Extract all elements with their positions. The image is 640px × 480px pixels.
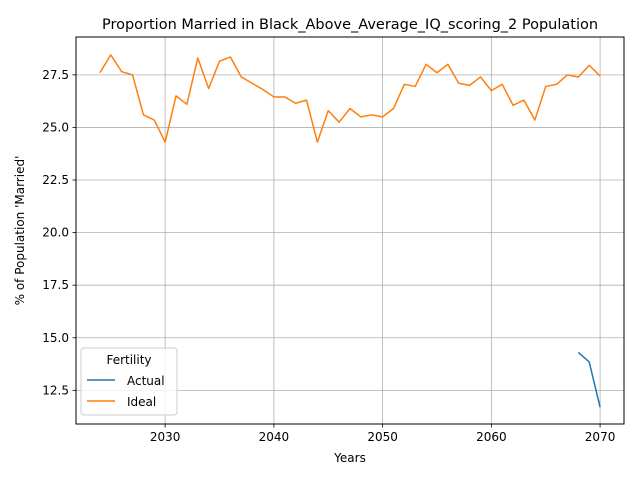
series-line-ideal: [99, 54, 601, 143]
legend-box: [80, 347, 178, 416]
y-axis-label: % of Population 'Married': [13, 156, 27, 306]
y-tick-label: 22.5: [42, 173, 69, 187]
x-tick-label: 2040: [259, 430, 290, 444]
y-tick-label: 27.5: [42, 68, 69, 82]
legend: Fertility Actual Ideal: [80, 347, 178, 416]
y-axis: 12.5 15.0 17.5 20.0 22.5 25.0 27.5: [42, 68, 76, 397]
y-tick-label: 17.5: [42, 278, 69, 292]
plot-frame: [75, 36, 625, 425]
x-axis: 2030 2040 2050 2060 2070: [150, 424, 615, 444]
x-tick-label: 2030: [150, 430, 181, 444]
legend-label-actual: Actual: [127, 374, 165, 388]
y-tick-label: 20.0: [42, 226, 69, 240]
legend-title: Fertility: [106, 353, 151, 367]
series-line-actual: [577, 351, 601, 408]
x-axis-label: Years: [333, 451, 366, 465]
x-tick-label: 2060: [476, 430, 507, 444]
x-tick-label: 2070: [585, 430, 616, 444]
series-layer: [99, 54, 601, 408]
grid-lines: [76, 37, 624, 424]
y-tick-label: 25.0: [42, 120, 69, 134]
legend-label-ideal: Ideal: [127, 395, 156, 409]
y-tick-label: 15.0: [42, 331, 69, 345]
chart-title: Proportion Married in Black_Above_Averag…: [102, 17, 598, 33]
y-tick-label: 12.5: [42, 383, 69, 397]
x-tick-label: 2050: [367, 430, 398, 444]
